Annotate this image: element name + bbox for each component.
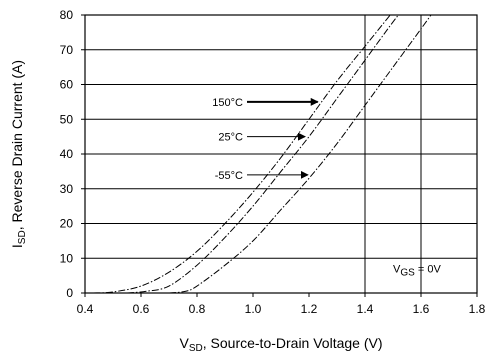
y-tick-label: 50 [60, 112, 74, 126]
series-label-0: 150°C [212, 97, 243, 109]
series-curves [93, 15, 432, 293]
label-subscript: SD [17, 230, 28, 244]
series-label-2: -55°C [215, 170, 243, 182]
vertical-markers [364, 15, 422, 293]
label-main: I [9, 244, 25, 248]
series-label-1: 25°C [218, 132, 243, 144]
y-tick-label: 60 [60, 78, 74, 92]
y-tick-label: 0 [66, 286, 73, 300]
series-line-0 [93, 15, 391, 293]
x-tick-label: 1.6 [413, 302, 430, 316]
series-annotations: 150°C 25°C -55°C [212, 97, 319, 182]
x-tick-label: 1.0 [245, 302, 262, 316]
y-tick-label: 30 [60, 182, 74, 196]
vgs-condition-label: VGS = 0V [393, 264, 441, 279]
x-tick-label: 0.4 [77, 302, 94, 316]
x-tick-label: 1.8 [469, 302, 486, 316]
y-tick-label: 10 [60, 251, 74, 265]
label-main: V [393, 264, 401, 276]
tick-labels: 0.4 0.6 0.8 1.0 1.2 1.4 1.6 1.8 0 10 20 30 40 50 60 70 8… [60, 8, 486, 316]
y-tick-label: 70 [60, 43, 74, 57]
series-line-2 [168, 15, 432, 293]
y-tick-label: 80 [60, 8, 74, 22]
x-tick-label: 0.6 [133, 302, 150, 316]
x-tick-label: 1.2 [301, 302, 318, 316]
y-tick-label: 20 [60, 217, 74, 231]
x-tick-label: 0.8 [189, 302, 206, 316]
x-tick-label: 1.4 [357, 302, 374, 316]
x-axis-label: VSD, Source-to-Drain Voltage (V) [180, 335, 383, 354]
label-rest: , Source-to-Drain Voltage (V) [203, 335, 383, 351]
y-axis-label: ISD, Reverse Drain Current (A) [9, 60, 28, 248]
y-tick-label: 40 [60, 147, 74, 161]
label-rest: , Reverse Drain Current (A) [9, 60, 25, 230]
gridlines [85, 49, 477, 259]
label-subscript: GS [400, 268, 415, 279]
series-line-1 [126, 15, 400, 293]
label-rest: = 0V [415, 264, 442, 276]
label-subscript: SD [189, 343, 203, 354]
label-main: V [180, 335, 190, 351]
plot-frame [84, 14, 478, 294]
